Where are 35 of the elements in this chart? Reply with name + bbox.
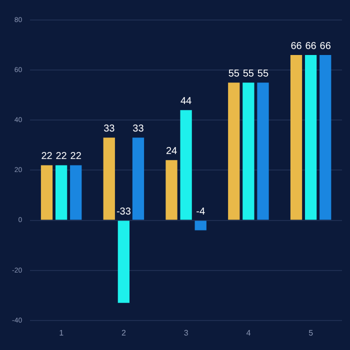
bar — [257, 82, 269, 220]
bar — [40, 165, 53, 220]
bar — [132, 138, 144, 220]
bar — [242, 82, 254, 220]
data-label: 44 — [180, 96, 192, 107]
data-label: 66 — [320, 40, 332, 52]
data-label: 22 — [70, 150, 82, 162]
data-label: 33 — [132, 123, 144, 134]
data-label: 24 — [166, 146, 178, 157]
bar — [290, 55, 302, 220]
data-label: 22 — [56, 150, 68, 162]
bar — [70, 165, 82, 220]
data-label: 55 — [228, 68, 240, 80]
bar — [304, 55, 317, 220]
x-tick-label: 4 — [246, 328, 252, 338]
bar — [118, 220, 130, 303]
bar — [228, 82, 240, 220]
bar — [103, 138, 115, 220]
data-label: -4 — [196, 206, 206, 218]
bar — [55, 165, 68, 220]
x-tick-label: 3 — [184, 328, 189, 338]
data-label: 66 — [290, 40, 302, 52]
data-label: 22 — [41, 150, 53, 162]
bar — [194, 220, 206, 230]
x-tick-label: 2 — [121, 328, 126, 338]
bar — [320, 55, 332, 220]
bar — [166, 160, 178, 220]
data-label: 55 — [257, 68, 269, 80]
x-tick-label: 1 — [59, 328, 64, 338]
data-label: -33 — [116, 206, 132, 218]
x-tick-label: 5 — [308, 328, 314, 338]
bar — [180, 110, 192, 220]
data-label: 66 — [305, 40, 317, 52]
data-label: 55 — [242, 68, 254, 80]
data-label: 33 — [104, 123, 116, 134]
